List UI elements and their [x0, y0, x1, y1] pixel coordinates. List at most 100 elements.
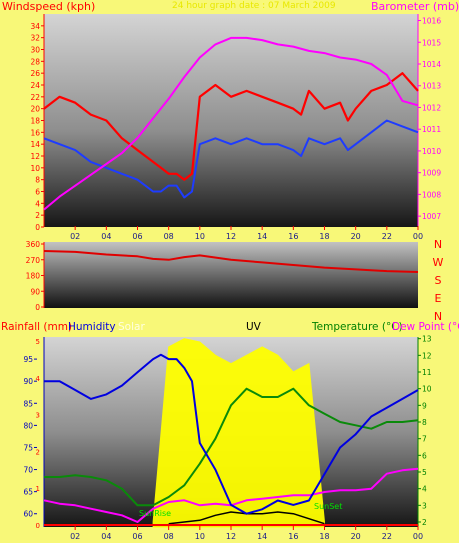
rain-tick-label: 1	[36, 485, 40, 493]
wind-gust-line	[43, 72, 419, 181]
axis-tick-label: 4	[35, 199, 40, 208]
axis-tick-label: 0	[35, 303, 40, 312]
windspeed-axis-label: Windspeed (kph)	[2, 0, 95, 13]
time-tick-label: 16	[288, 532, 298, 541]
barometer-axis-label: Barometer (mb)	[371, 0, 459, 13]
sunset-annotation: SunSet	[314, 502, 342, 511]
axis-tick-label: 75	[23, 443, 33, 452]
time-tick-label: 14	[257, 232, 267, 241]
time-tick-label: 12	[226, 232, 236, 241]
compass-label: W	[433, 256, 444, 269]
axis-tick-label: 1007	[422, 212, 441, 221]
temperature-line	[44, 387, 419, 507]
humidity-line	[44, 353, 419, 515]
compass-label: E	[435, 292, 442, 305]
wind-direction-line	[43, 250, 419, 273]
axis-tick-label: 1008	[422, 190, 441, 199]
axis-tick-label: 180	[26, 272, 41, 281]
axis-tick-label: 1013	[422, 82, 441, 91]
axis-tick-label: 1012	[422, 103, 441, 112]
axis-tick-label: 8	[35, 176, 40, 185]
axis-tick-label: 95	[23, 355, 33, 364]
axis-tick-label: 90	[23, 377, 33, 386]
axis-tick-label: 60	[23, 510, 33, 519]
wind-baro-time-axis: 02 04 06 08 10 12 14 16 18 20 22 00	[70, 226, 423, 241]
axis-tick-label: 10	[422, 385, 432, 394]
axis-tick-label: 26	[30, 69, 40, 78]
temp-hum-series	[43, 338, 419, 528]
axis-tick-label: 12	[422, 351, 432, 360]
wind-baro-plot-area	[44, 14, 418, 227]
axis-tick-label: 18	[30, 117, 40, 126]
time-tick-label: 08	[164, 232, 174, 241]
time-tick-label: 04	[101, 532, 111, 541]
axis-tick-label: 22	[30, 93, 40, 102]
axis-tick-label: 6	[422, 451, 427, 460]
time-tick-label: 10	[195, 232, 205, 241]
axis-tick-label: 270	[26, 256, 41, 265]
uv-line	[168, 511, 325, 525]
wind-direction-series	[43, 250, 419, 273]
axis-tick-label: 6	[35, 188, 40, 197]
legend-temperature: Temperature (°C)	[311, 321, 403, 333]
axis-tick-label: 28	[30, 57, 40, 66]
time-tick-label: 18	[319, 532, 329, 541]
time-tick-label: 06	[132, 532, 142, 541]
axis-tick-label: 2	[422, 518, 427, 527]
rain-tick-label: 2	[36, 448, 40, 456]
time-tick-label: 20	[351, 532, 361, 541]
sunrise-annotation: SunRise	[139, 509, 171, 518]
axis-tick-label: 1014	[422, 60, 441, 69]
wind-direction-axes: 0 90 180 270 360	[26, 240, 45, 312]
axis-tick-label: 11	[422, 368, 432, 377]
legend-uv: UV	[246, 321, 262, 333]
rain-tick-label: 4	[36, 375, 41, 383]
legend-rainfall: Rainfall (mm)	[1, 321, 72, 333]
axis-tick-label: 90	[30, 287, 40, 296]
time-tick-label: 00	[413, 532, 423, 541]
time-tick-label: 22	[382, 232, 392, 241]
time-tick-label: 22	[382, 532, 392, 541]
axis-tick-label: 14	[30, 140, 40, 149]
axis-tick-label: 2	[35, 211, 40, 220]
time-tick-label: 04	[101, 232, 111, 241]
time-tick-label: 14	[257, 532, 267, 541]
legend-solar: Solar	[118, 321, 145, 333]
axis-tick-label: 0	[35, 223, 40, 232]
rain-tick-label: 5	[36, 338, 40, 346]
axis-tick-label: 80	[23, 421, 33, 430]
wind-direction-plot-area	[44, 242, 418, 308]
legend-dewpoint: Dew Point (°C)	[392, 321, 459, 333]
time-tick-label: 10	[195, 532, 205, 541]
axis-tick-label: 7	[422, 435, 427, 444]
axis-tick-label: 1009	[422, 169, 441, 178]
barometer-line	[43, 36, 419, 211]
time-tick-label: 06	[132, 232, 142, 241]
axis-tick-label: 1010	[422, 147, 441, 156]
wind-average-line	[43, 119, 419, 199]
axis-tick-label: 1011	[422, 125, 441, 134]
time-tick-label: 18	[319, 232, 329, 241]
temp-hum-time-axis: 02 04 06 08 10 12 14 16 18 20 22 00	[70, 526, 423, 541]
axis-tick-label: 85	[23, 399, 33, 408]
axis-tick-label: 13	[422, 335, 432, 344]
time-tick-label: 00	[413, 232, 423, 241]
compass-label: N	[434, 238, 442, 251]
axis-tick-label: 24	[30, 81, 40, 90]
time-tick-label: 02	[70, 232, 80, 241]
time-tick-label: 20	[351, 232, 361, 241]
compass-label: N	[434, 310, 442, 323]
axis-tick-label: 10	[30, 164, 40, 173]
time-tick-label: 12	[226, 532, 236, 541]
axis-tick-label: 4	[422, 485, 427, 494]
legend-humidity: Humidity	[68, 321, 116, 333]
axis-tick-label: 5	[422, 468, 427, 477]
axis-tick-label: 1016	[422, 17, 441, 26]
chart-title: 24 hour graph date : 07 March 2009	[172, 1, 336, 11]
compass-label: S	[435, 274, 442, 287]
time-tick-label: 02	[70, 532, 80, 541]
axis-tick-label: 32	[30, 34, 40, 43]
axis-tick-label: 1015	[422, 38, 441, 47]
